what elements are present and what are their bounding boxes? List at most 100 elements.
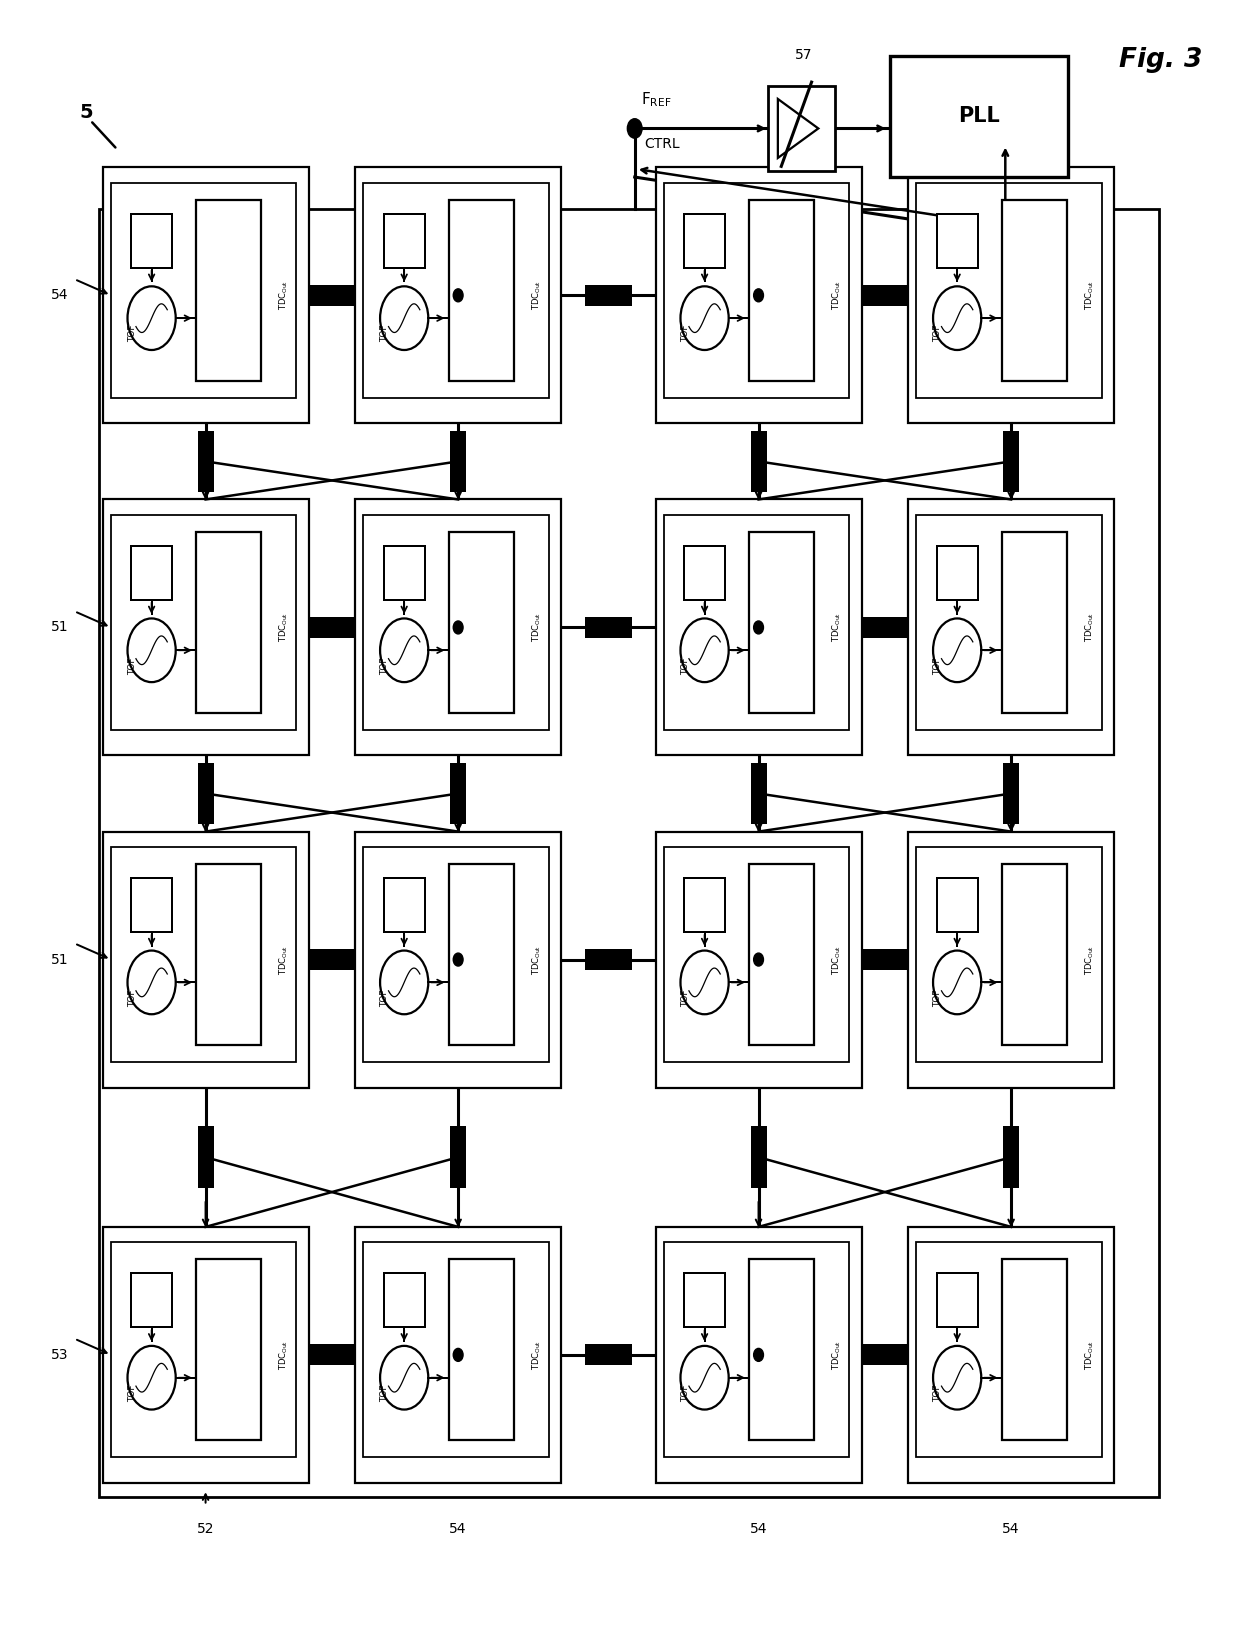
- Bar: [1003, 763, 1019, 824]
- Bar: [585, 949, 631, 971]
- Polygon shape: [777, 100, 818, 158]
- Text: 53: 53: [51, 1348, 68, 1361]
- Bar: [363, 1242, 549, 1458]
- Bar: [936, 546, 977, 600]
- Circle shape: [128, 1346, 176, 1410]
- Bar: [663, 183, 849, 397]
- Bar: [684, 546, 725, 600]
- Bar: [663, 1242, 849, 1458]
- Text: TOF: TOF: [128, 657, 136, 675]
- Bar: [110, 1242, 296, 1458]
- Circle shape: [128, 951, 176, 1015]
- Circle shape: [932, 1346, 981, 1410]
- Bar: [750, 431, 766, 492]
- Bar: [916, 846, 1102, 1062]
- Bar: [684, 877, 725, 931]
- Bar: [749, 199, 813, 381]
- Bar: [197, 763, 213, 824]
- Text: Fig. 3: Fig. 3: [1118, 47, 1203, 74]
- Bar: [749, 533, 813, 712]
- Bar: [363, 183, 549, 397]
- Bar: [309, 284, 355, 306]
- Bar: [384, 214, 424, 268]
- Bar: [908, 1227, 1114, 1484]
- Bar: [936, 214, 977, 268]
- Bar: [916, 1242, 1102, 1458]
- Bar: [196, 1260, 260, 1440]
- Bar: [196, 199, 260, 381]
- Bar: [449, 533, 513, 712]
- Text: TDC$_{\mathregular{Out}}$: TDC$_{\mathregular{Out}}$: [831, 944, 843, 974]
- Bar: [890, 56, 1068, 176]
- Bar: [916, 183, 1102, 397]
- Bar: [916, 515, 1102, 730]
- Bar: [585, 618, 631, 637]
- Text: 54: 54: [449, 1521, 467, 1536]
- Text: TOF: TOF: [681, 657, 689, 675]
- Bar: [908, 167, 1114, 423]
- Bar: [450, 763, 466, 824]
- Text: TOF: TOF: [381, 325, 389, 343]
- Bar: [99, 209, 1159, 1497]
- Bar: [1002, 1260, 1066, 1440]
- Bar: [309, 1345, 355, 1366]
- Bar: [450, 431, 466, 492]
- Bar: [384, 546, 424, 600]
- Bar: [1002, 199, 1066, 381]
- Bar: [450, 1126, 466, 1188]
- Bar: [936, 877, 977, 931]
- Circle shape: [627, 119, 642, 139]
- Bar: [110, 183, 296, 397]
- Text: 52: 52: [197, 1521, 215, 1536]
- Bar: [197, 431, 213, 492]
- Bar: [355, 1227, 562, 1484]
- Text: CTRL: CTRL: [645, 137, 681, 150]
- Bar: [862, 284, 908, 306]
- Bar: [749, 864, 813, 1044]
- Bar: [750, 1126, 766, 1188]
- Text: TOF: TOF: [934, 657, 942, 675]
- Text: TDC$_{\mathregular{Out}}$: TDC$_{\mathregular{Out}}$: [278, 613, 290, 642]
- Bar: [355, 500, 562, 755]
- Text: 57: 57: [795, 47, 812, 62]
- Circle shape: [381, 1346, 428, 1410]
- Text: TDC$_{\mathregular{Out}}$: TDC$_{\mathregular{Out}}$: [531, 613, 543, 642]
- Circle shape: [454, 1150, 463, 1163]
- Text: TDC$_{\mathregular{Out}}$: TDC$_{\mathregular{Out}}$: [831, 281, 843, 310]
- Text: TOF: TOF: [681, 1384, 689, 1402]
- Bar: [663, 846, 849, 1062]
- Bar: [197, 1126, 213, 1188]
- Circle shape: [128, 286, 176, 350]
- Circle shape: [754, 953, 764, 966]
- Bar: [908, 500, 1114, 755]
- Bar: [355, 167, 562, 423]
- Bar: [196, 533, 260, 712]
- Circle shape: [454, 454, 463, 467]
- Text: 51: 51: [51, 953, 68, 967]
- Bar: [768, 87, 836, 170]
- Circle shape: [681, 618, 729, 681]
- Bar: [862, 949, 908, 971]
- Bar: [110, 515, 296, 730]
- Text: TOF: TOF: [381, 657, 389, 675]
- Bar: [1002, 533, 1066, 712]
- Text: 5: 5: [79, 103, 93, 123]
- Bar: [1003, 1126, 1019, 1188]
- Circle shape: [932, 951, 981, 1015]
- Text: TDC$_{\mathregular{Out}}$: TDC$_{\mathregular{Out}}$: [278, 1340, 290, 1369]
- Bar: [656, 167, 862, 423]
- Text: F$_{\mathregular{REF}}$: F$_{\mathregular{REF}}$: [641, 90, 671, 109]
- Bar: [449, 199, 513, 381]
- Bar: [309, 949, 355, 971]
- Circle shape: [454, 1348, 463, 1361]
- Text: 51: 51: [51, 621, 68, 634]
- Bar: [936, 1273, 977, 1327]
- Text: TOF: TOF: [934, 1384, 942, 1402]
- Bar: [103, 167, 309, 423]
- Text: TOF: TOF: [128, 1384, 136, 1402]
- Bar: [196, 864, 260, 1044]
- Circle shape: [681, 951, 729, 1015]
- Circle shape: [754, 1150, 764, 1163]
- Text: PLL: PLL: [957, 106, 999, 126]
- Circle shape: [454, 621, 463, 634]
